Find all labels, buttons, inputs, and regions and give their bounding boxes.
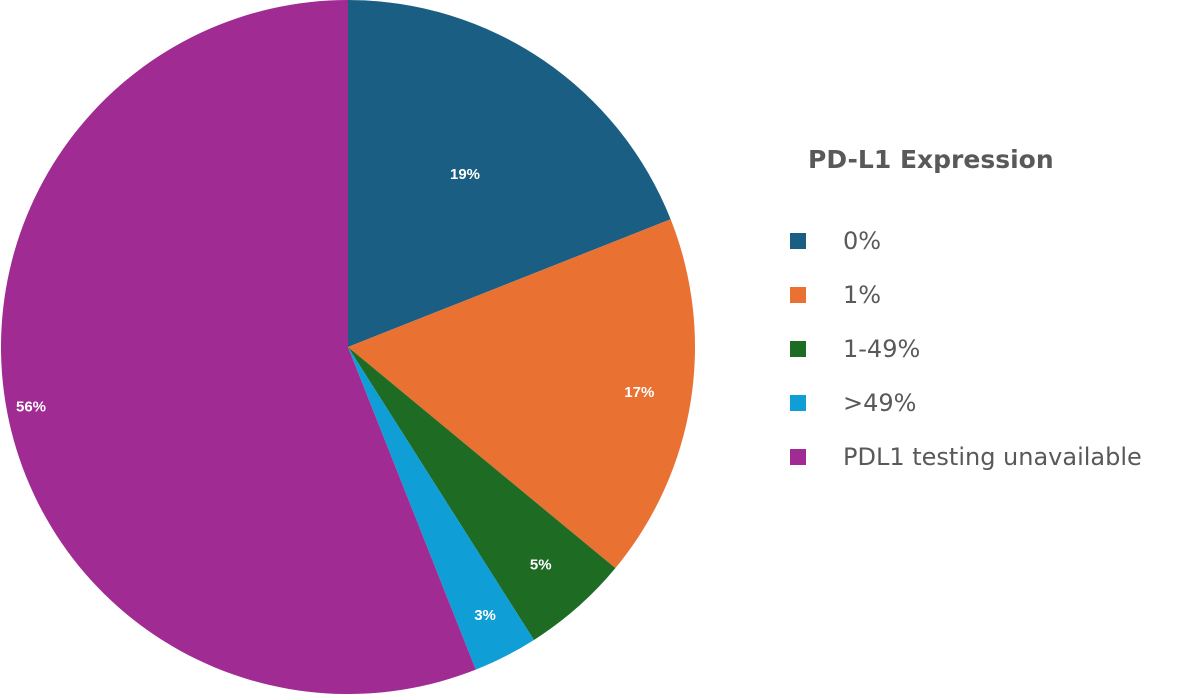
legend-item-0-percent: 0% xyxy=(790,214,1142,268)
legend-item-over-49-percent: >49% xyxy=(790,376,1142,430)
pie-data-labels: 19% 17% 5% 3% 56% xyxy=(16,166,654,624)
legend-item-1-percent: 1% xyxy=(790,268,1142,322)
legend-label: 1-49% xyxy=(843,335,921,363)
pie-data-label-4: 56% xyxy=(16,398,46,415)
legend-item-testing-unavailable: PDL1 testing unavailable xyxy=(790,430,1142,484)
pie-data-label-3: 3% xyxy=(474,607,496,624)
pie-slice-3 xyxy=(348,347,534,670)
legend-label: 1% xyxy=(843,281,882,309)
legend-label: PDL1 testing unavailable xyxy=(843,443,1142,471)
pie-slice-1 xyxy=(348,219,695,569)
legend-label: >49% xyxy=(843,389,917,417)
legend-title: PD-L1 Expression xyxy=(808,145,1054,174)
pie-slices xyxy=(0,0,695,694)
pie-data-label-2: 5% xyxy=(530,557,552,574)
legend-swatch xyxy=(790,395,806,411)
legend-swatch xyxy=(790,341,806,357)
pie-data-label-0: 19% xyxy=(450,166,480,183)
legend-swatch xyxy=(790,287,806,303)
pie-slice-0 xyxy=(348,0,671,347)
pie-slice-2 xyxy=(348,347,616,640)
legend-item-1-49-percent: 1-49% xyxy=(790,322,1142,376)
pie-data-label-1: 17% xyxy=(624,384,654,401)
pie-slice-4 xyxy=(0,0,476,694)
legend-swatch xyxy=(790,449,806,465)
legend-label: 0% xyxy=(843,227,882,255)
legend: PD-L1 Expression 0% 1% 1-49% >49% PDL1 t… xyxy=(790,145,1142,484)
legend-swatch xyxy=(790,233,806,249)
